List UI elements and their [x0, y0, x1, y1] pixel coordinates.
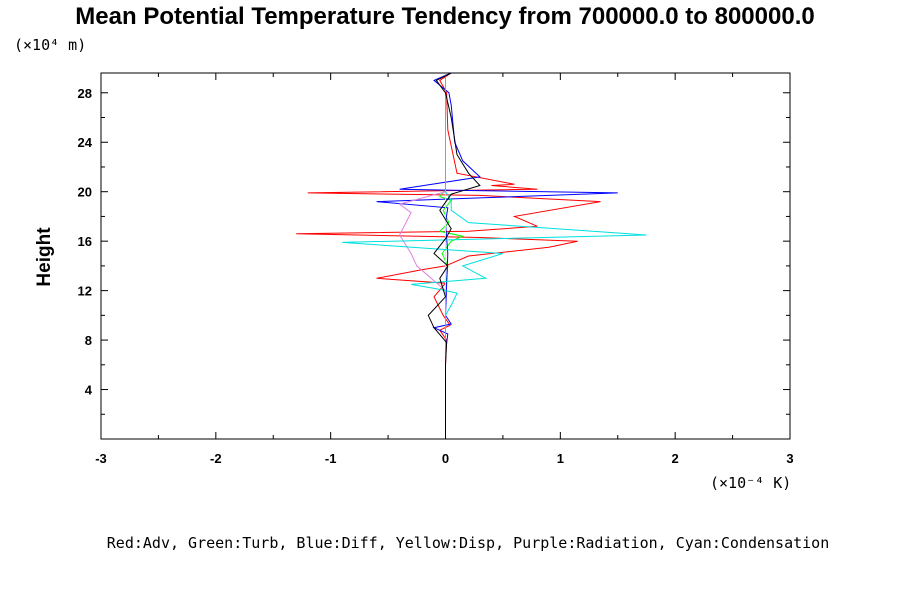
y-tick-label: 12: [78, 284, 92, 299]
series-line-turb: [438, 73, 465, 439]
y-axis-label: Height: [34, 227, 55, 287]
y-tick-labels: 4 8 12 16 20 24 28: [78, 86, 93, 398]
y-scale-label: (×10⁴ m): [14, 36, 86, 54]
x-tick-label: 0: [442, 451, 449, 466]
series-layer: [296, 72, 647, 439]
x-tick-label: 3: [786, 451, 793, 466]
y-tick-label: 4: [85, 383, 93, 398]
x-tick-label: -1: [325, 451, 337, 466]
series-line-total: [427, 72, 481, 439]
series-line-diff: [376, 72, 618, 439]
x-tick-label: -3: [95, 451, 107, 466]
series-line-radiation: [398, 73, 446, 439]
y-tick-label: 24: [78, 135, 93, 150]
y-tick-label: 28: [78, 86, 92, 101]
y-tick-label: 16: [78, 234, 92, 249]
series-line-adv: [296, 72, 601, 439]
x-scale-label: (×10⁻⁴ K): [710, 474, 791, 492]
x-tick-label: -2: [210, 451, 222, 466]
series-line-condensation: [342, 73, 647, 439]
y-tick-label: 8: [85, 333, 92, 348]
x-tick-labels: -3 -2 -1 0 1 2 3: [95, 451, 793, 466]
legend-text: Red:Adv, Green:Turb, Blue:Diff, Yellow:D…: [107, 534, 829, 552]
x-tick-label: 1: [557, 451, 564, 466]
x-tick-label: 2: [672, 451, 679, 466]
y-tick-label: 20: [78, 185, 92, 200]
chart-title: Mean Potential Temperature Tendency from…: [75, 3, 814, 30]
